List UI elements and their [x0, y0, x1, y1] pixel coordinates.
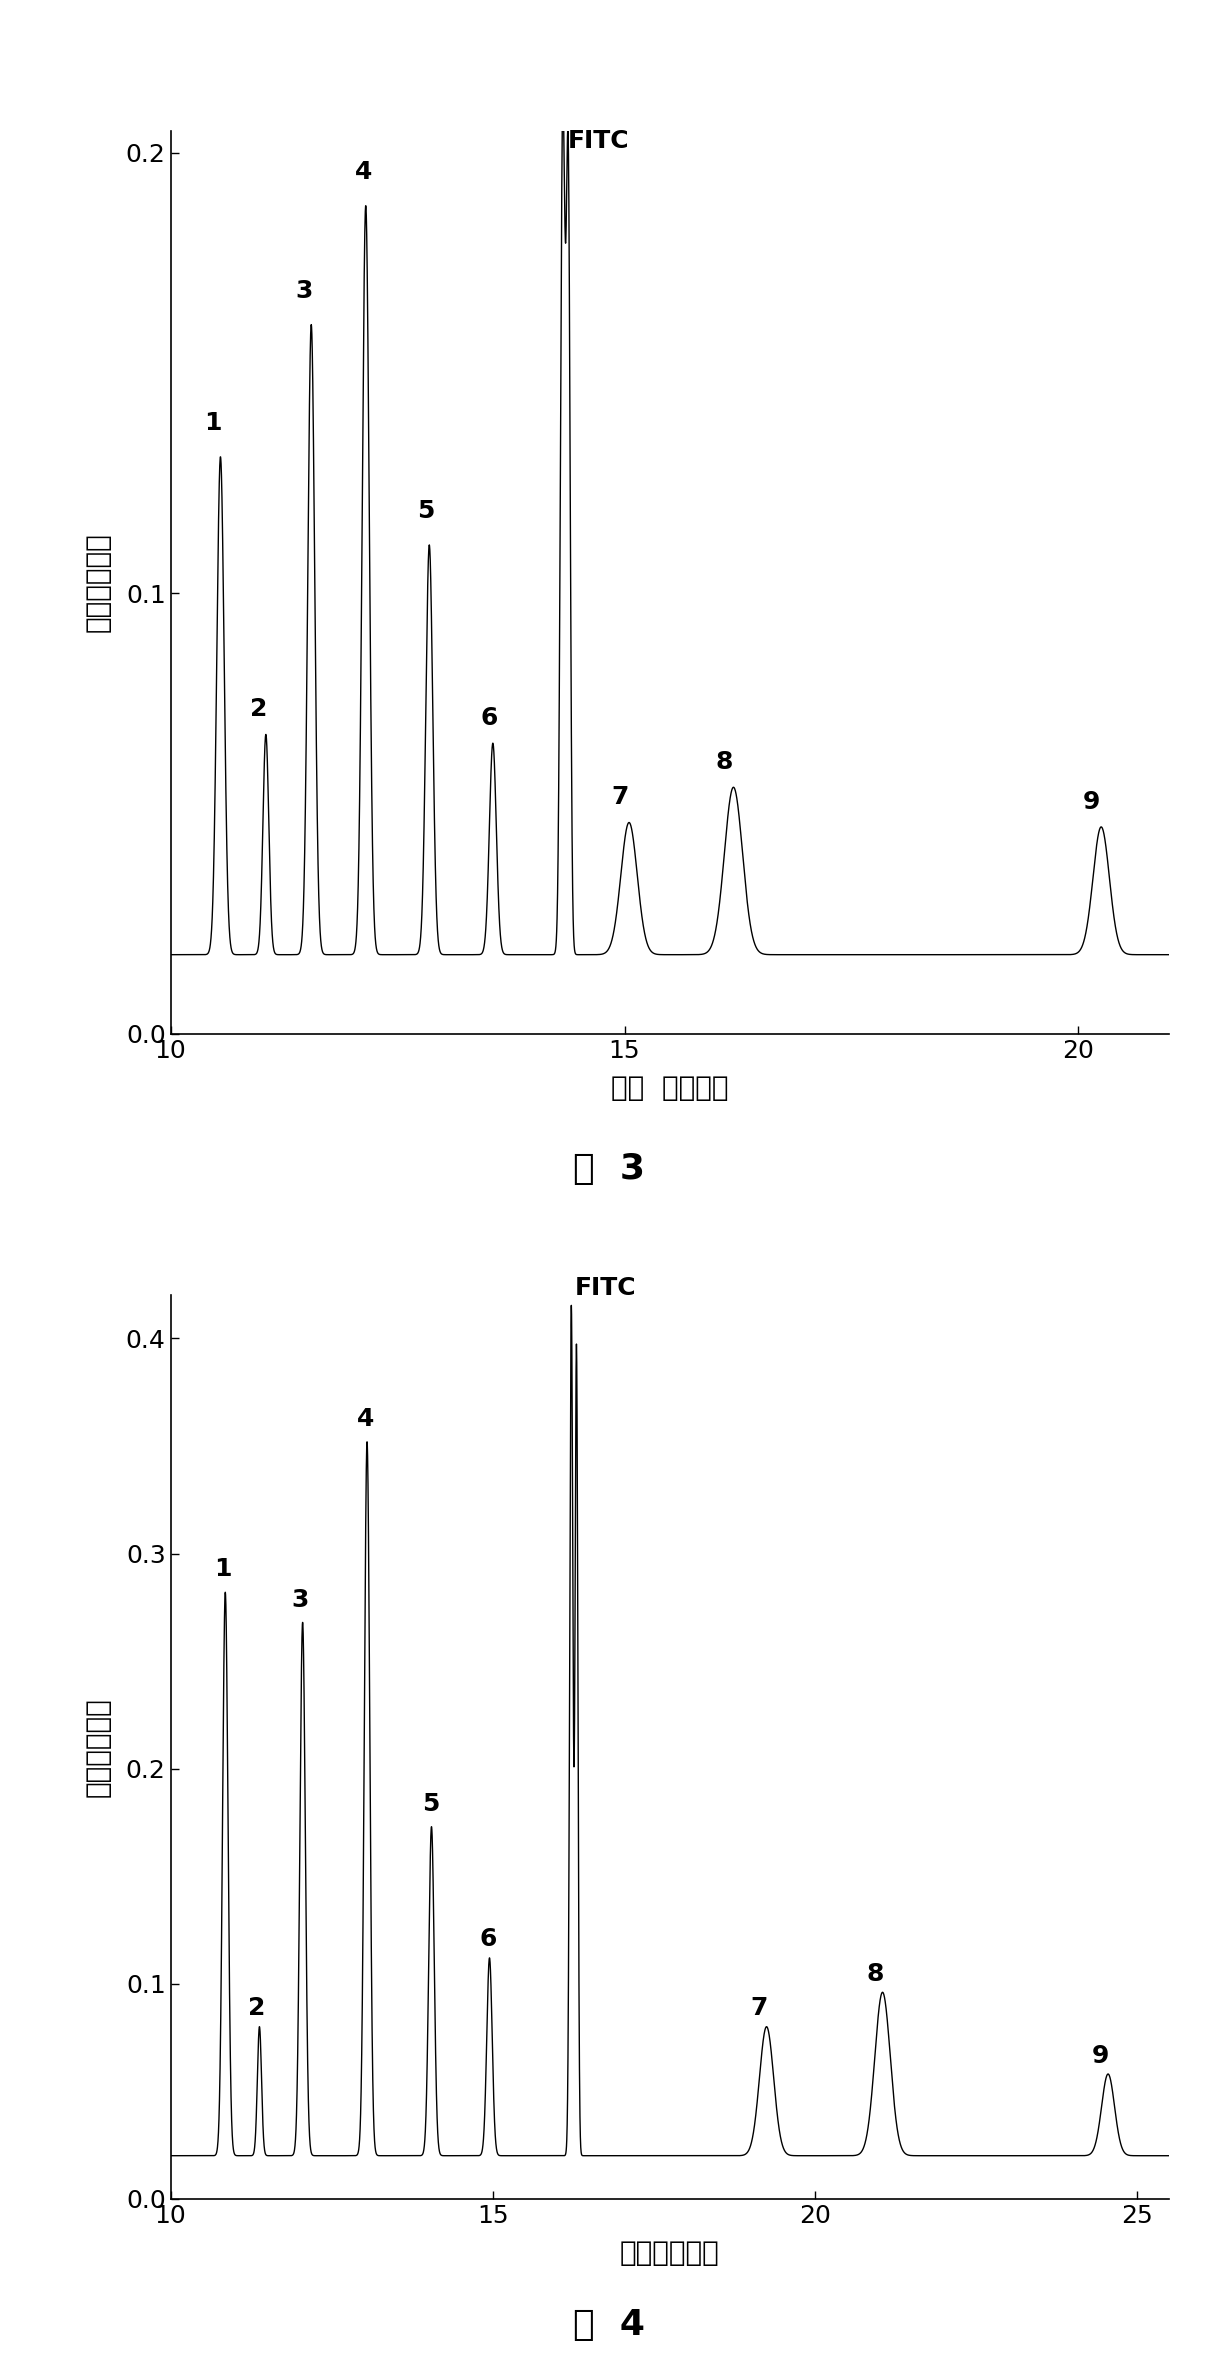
Text: 图  3: 图 3	[572, 1153, 646, 1186]
Text: 2: 2	[250, 696, 267, 720]
Text: 3: 3	[291, 1588, 308, 1612]
Text: 2: 2	[247, 1997, 266, 2020]
X-axis label: 时间（分钟）: 时间（分钟）	[620, 2239, 720, 2268]
Text: FITC: FITC	[568, 128, 628, 152]
Text: 4: 4	[357, 1407, 375, 1431]
Text: 4: 4	[354, 159, 373, 183]
Text: 8: 8	[715, 751, 733, 775]
Text: 6: 6	[480, 1928, 497, 1952]
Text: 8: 8	[866, 1961, 884, 1985]
X-axis label: 时间  （分钟）: 时间 （分钟）	[611, 1074, 728, 1103]
Text: 6: 6	[480, 706, 497, 730]
Text: 7: 7	[611, 784, 628, 808]
Text: 5: 5	[417, 499, 434, 523]
Text: FITC: FITC	[575, 1276, 637, 1300]
Text: 5: 5	[421, 1792, 440, 1816]
Y-axis label: 相对荧光强度: 相对荧光强度	[84, 1697, 112, 1797]
Text: 3: 3	[295, 278, 312, 302]
Text: 1: 1	[205, 411, 222, 435]
Text: 9: 9	[1083, 789, 1100, 813]
Text: 1: 1	[213, 1557, 231, 1581]
Y-axis label: 相对荧光强度: 相对荧光强度	[84, 532, 112, 632]
Text: 7: 7	[750, 1997, 767, 2020]
Text: 9: 9	[1093, 2044, 1110, 2068]
Text: 图  4: 图 4	[572, 2308, 646, 2341]
